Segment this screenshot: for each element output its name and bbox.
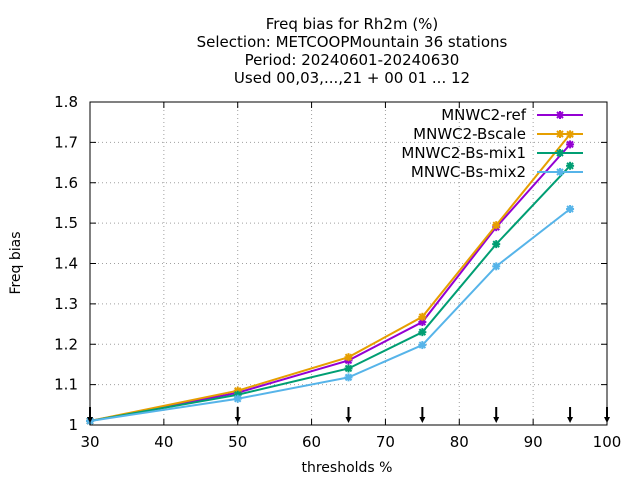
legend-entry: MNWC2-ref	[441, 106, 583, 124]
data-point	[556, 149, 564, 157]
marker-stroke	[344, 373, 353, 382]
x-tick-label: 70	[376, 433, 395, 451]
data-point	[418, 341, 427, 350]
legend-label: MNWC-Bs-mix2	[411, 163, 526, 181]
threshold-arrow	[604, 407, 610, 423]
marker-stroke	[344, 364, 353, 373]
series-lines	[86, 130, 575, 425]
data-point	[233, 394, 242, 403]
x-tick-label: 50	[228, 433, 247, 451]
series-3	[86, 161, 575, 425]
data-point	[344, 373, 353, 382]
marker-stroke	[556, 149, 564, 157]
chart-title-block: Freq bias for Rh2m (%)Selection: METCOOP…	[197, 15, 508, 87]
y-axis-label: Freq bias	[8, 231, 24, 294]
y-tick-label: 1.4	[54, 255, 78, 273]
marker-stroke	[556, 130, 564, 138]
data-point	[556, 168, 564, 176]
arrow-head	[234, 417, 241, 423]
marker-stroke	[418, 341, 427, 349]
arrow-head	[87, 417, 93, 423]
marker-stroke	[556, 168, 564, 176]
x-tick-label: 30	[80, 433, 99, 451]
marker-stroke	[566, 140, 574, 149]
y-tick-label: 1.5	[54, 214, 78, 232]
data-point	[492, 240, 501, 249]
threshold-arrow	[419, 407, 426, 423]
arrow-head	[567, 417, 574, 423]
y-tick-label: 1	[68, 416, 78, 434]
marker-stroke	[566, 162, 574, 170]
x-tick-label: 90	[524, 433, 543, 451]
marker-stroke	[492, 240, 500, 248]
x-axis-label: thresholds %	[302, 460, 393, 476]
legend-label: MNWC2-Bscale	[413, 125, 526, 143]
data-point	[344, 364, 353, 373]
x-tick-label: 60	[302, 433, 321, 451]
data-point	[556, 130, 564, 138]
chart-title-line: Selection: METCOOPMountain 36 stations	[197, 33, 508, 51]
marker-stroke	[418, 313, 427, 321]
y-tick-label: 1.6	[54, 174, 78, 192]
y-tick-label: 1.3	[54, 295, 78, 313]
legend-entry: MNWC2-Bscale	[413, 125, 583, 143]
data-point	[566, 140, 575, 149]
series-line	[89, 165, 571, 422]
legend: MNWC2-refMNWC2-BscaleMNWC2-Bs-mix1MNWC-B…	[401, 106, 583, 181]
data-point	[556, 111, 564, 119]
marker-stroke	[344, 353, 353, 361]
y-tick-label: 1.7	[54, 133, 78, 151]
data-point	[418, 328, 427, 337]
data-point	[566, 161, 575, 170]
arrow-head	[493, 417, 500, 423]
threshold-arrow	[345, 407, 352, 423]
data-point	[344, 353, 353, 362]
chart-title-line: Used 00,03,...,21 + 00 01 ... 12	[234, 69, 470, 87]
arrow-head	[604, 417, 610, 423]
legend-entry: MNWC-Bs-mix2	[411, 163, 583, 181]
y-tick-label: 1.8	[54, 93, 78, 111]
data-point	[566, 204, 575, 213]
marker-stroke	[556, 111, 564, 119]
threshold-arrows	[87, 407, 610, 423]
arrow-head	[419, 417, 426, 423]
y-tick-label: 1.1	[54, 376, 78, 394]
legend-label: MNWC2-Bs-mix1	[401, 144, 526, 162]
chart-title-line: Period: 20240601-20240630	[245, 51, 460, 69]
y-tick-label: 1.2	[54, 335, 78, 353]
chart-title-line: Freq bias for Rh2m (%)	[266, 15, 439, 33]
axis-ticks: 30 40 50 60 70 80 90 100 1 1.1 1.2 1.3 1.4 1.5 1.6 1.7 1…	[54, 93, 621, 451]
marker-stroke	[566, 205, 574, 213]
series-4	[86, 204, 575, 425]
data-point	[418, 312, 427, 321]
series-line	[89, 143, 571, 422]
threshold-arrow	[87, 407, 93, 423]
marker-stroke	[492, 221, 500, 229]
series-line	[89, 208, 571, 422]
threshold-arrow	[493, 407, 500, 423]
legend-label: MNWC2-ref	[441, 106, 526, 124]
marker-stroke	[418, 328, 427, 336]
threshold-arrow	[234, 407, 241, 423]
marker-stroke	[234, 395, 242, 403]
data-point	[492, 221, 501, 230]
threshold-arrow	[567, 407, 574, 423]
x-tick-label: 40	[154, 433, 173, 451]
arrow-head	[345, 417, 352, 423]
legend-entry: MNWC2-Bs-mix1	[401, 144, 583, 162]
x-tick-label: 100	[593, 433, 622, 451]
x-tick-label: 80	[450, 433, 469, 451]
data-point	[492, 262, 501, 271]
series-line	[89, 133, 571, 422]
marker-stroke	[492, 262, 500, 271]
